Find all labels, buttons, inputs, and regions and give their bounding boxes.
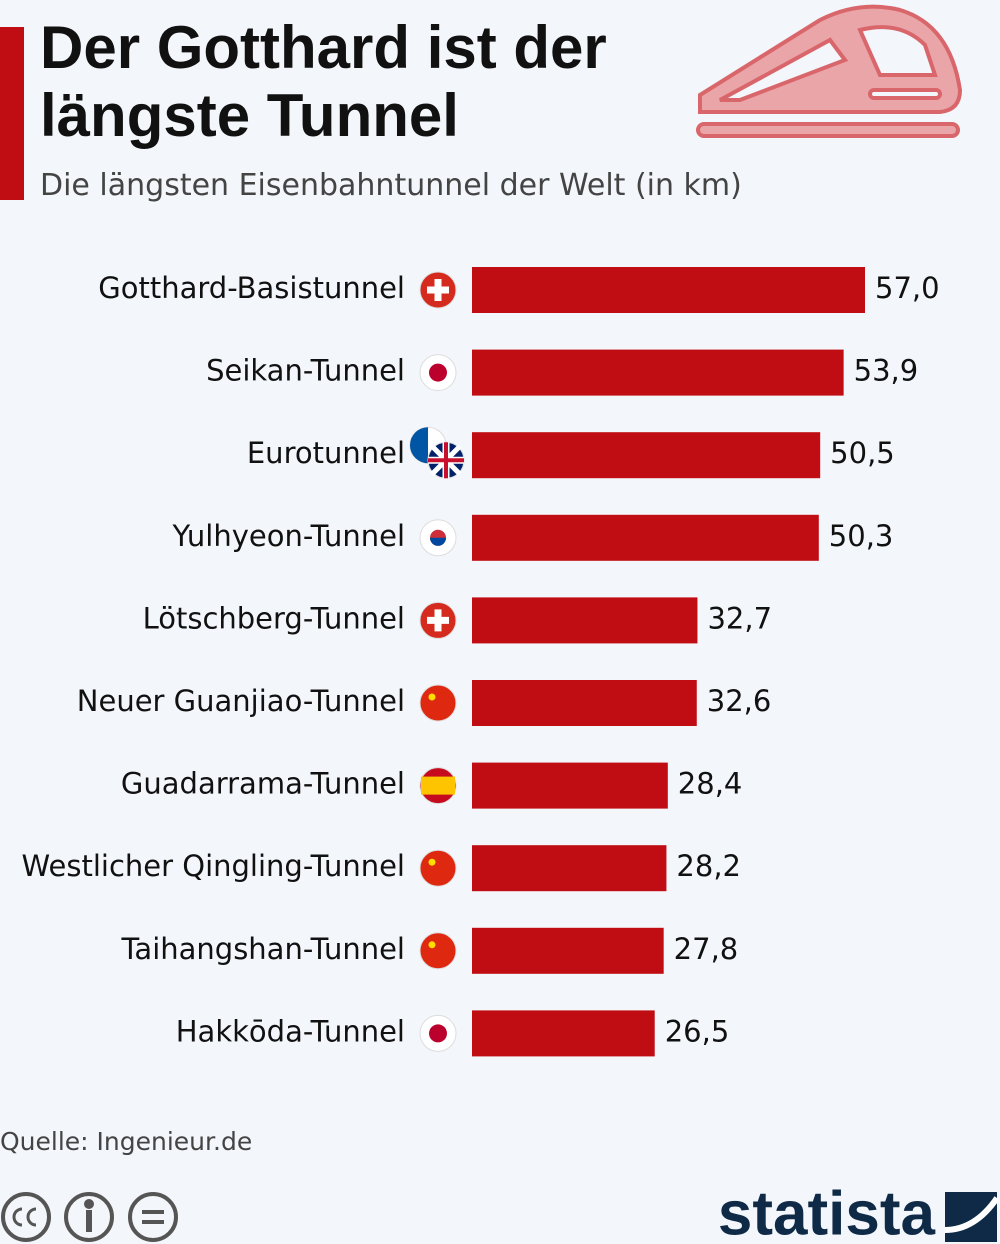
- category-label: Guadarrama-Tunnel: [121, 767, 405, 801]
- flag-sun: [429, 1024, 447, 1043]
- value-label: 27,8: [674, 932, 739, 966]
- bar: [472, 514, 819, 561]
- flag-star: [428, 858, 436, 866]
- flag-blue: [410, 427, 428, 464]
- flag-disc: [419, 932, 457, 970]
- flag-icon: [419, 519, 457, 557]
- bar: [472, 1010, 655, 1057]
- category-label: Eurotunnel: [247, 436, 405, 470]
- flag-cross: [428, 442, 464, 479]
- category-label: Lötschberg-Tunnel: [143, 601, 405, 635]
- category-label: Westlicher Qingling-Tunnel: [22, 849, 405, 883]
- category-label: Gotthard-Basistunnel: [98, 271, 405, 305]
- category-label: Hakkōda-Tunnel: [176, 1014, 405, 1048]
- brand-logo: [944, 1192, 1000, 1242]
- category-label: Neuer Guanjiao-Tunnel: [77, 684, 405, 718]
- flag-icon: [419, 1014, 457, 1052]
- flag-icon: [419, 354, 457, 392]
- flag-icon: [419, 601, 457, 639]
- value-label: 50,5: [830, 436, 895, 470]
- flag-icon: [419, 684, 457, 722]
- value-label: 53,9: [854, 354, 919, 388]
- flag-icon: [419, 932, 457, 970]
- category-label: Taihangshan-Tunnel: [121, 932, 405, 966]
- flag-star: [428, 693, 436, 701]
- value-label: 28,2: [676, 849, 741, 883]
- category-label: Yulhyeon-Tunnel: [172, 519, 405, 553]
- flag-disc: [419, 849, 457, 887]
- bar: [472, 845, 667, 892]
- flag-cross: [427, 609, 449, 632]
- bar: [472, 927, 664, 974]
- bar: [472, 680, 697, 726]
- flag-sun: [429, 363, 447, 382]
- flag-star: [428, 941, 436, 949]
- source: Quelle: Ingenieur.de: [0, 1127, 252, 1156]
- chart-subtitle: Die längsten Eisenbahntunnel der Welt (i…: [40, 168, 742, 203]
- flag-icon: [419, 767, 457, 805]
- flag-icon: [419, 849, 457, 887]
- bar: [472, 349, 844, 396]
- bar: [472, 597, 698, 644]
- bar: [472, 762, 668, 809]
- flag-disc: [419, 684, 457, 722]
- value-label: 32,7: [707, 601, 772, 635]
- category-label: Seikan-Tunnel: [206, 354, 405, 388]
- flag-cross: [427, 279, 449, 301]
- value-label: 50,3: [829, 519, 894, 553]
- value-label: 28,4: [678, 767, 743, 801]
- flag-stripe: [421, 776, 455, 795]
- flag-icon: [409, 426, 465, 479]
- value-label: 26,5: [665, 1014, 730, 1048]
- bar: [472, 432, 821, 479]
- bar: [472, 267, 865, 313]
- accent-bar: [0, 27, 24, 200]
- flag-icon: [419, 271, 457, 309]
- license-icons: [1, 1192, 178, 1242]
- train-icon: [696, 4, 963, 138]
- flag-taeguk: [430, 537, 446, 546]
- value-label: 32,6: [707, 684, 772, 718]
- value-label: 57,0: [875, 271, 940, 305]
- brand: statista: [718, 1179, 936, 1244]
- chart-title: Der Gotthard ist der längste Tunnel: [40, 14, 607, 149]
